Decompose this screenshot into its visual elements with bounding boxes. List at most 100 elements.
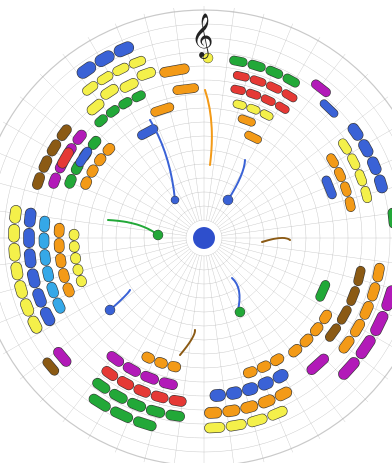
ribbon-stem xyxy=(204,89,213,166)
ribbon-pill xyxy=(353,265,366,287)
ribbon-pill xyxy=(337,138,352,155)
ribbon-pill xyxy=(122,362,141,377)
ribbon-dot xyxy=(234,306,246,318)
ribbon-pill xyxy=(225,419,247,432)
grid-spoke xyxy=(62,53,194,224)
ribbon-pill xyxy=(48,172,61,189)
ribbon-pill xyxy=(86,164,99,178)
ribbon-pill xyxy=(128,55,147,69)
ribbon-shapes xyxy=(8,41,392,434)
grid-spoke xyxy=(212,253,321,440)
ribbon-pill xyxy=(93,153,107,167)
ribbon-pill xyxy=(347,153,361,170)
ribbon-pill xyxy=(259,109,274,121)
ribbon-pill xyxy=(338,357,360,380)
ribbon-pill xyxy=(92,377,111,394)
ribbon-pill xyxy=(257,394,276,409)
grid-spoke xyxy=(220,159,392,232)
ribbon-pill xyxy=(274,386,293,402)
ribbon-pill xyxy=(14,280,28,299)
ribbon-pill xyxy=(105,105,120,118)
ribbon-pill xyxy=(56,124,72,141)
ribbon-pill xyxy=(46,281,59,299)
ribbon-dot xyxy=(170,195,180,205)
ribbon-pill xyxy=(82,81,99,96)
ribbon-pill xyxy=(23,228,35,248)
grid-spoke xyxy=(62,252,194,423)
grid-spoke xyxy=(87,36,196,223)
grid-spoke xyxy=(219,246,392,347)
grid-spoke xyxy=(212,36,321,223)
ribbon-pill xyxy=(39,307,56,327)
treble-clef-icon: 𝄞 xyxy=(191,13,213,59)
ribbon-pill xyxy=(355,335,376,360)
ribbon-pill xyxy=(338,335,355,354)
ribbon-stem xyxy=(227,159,246,201)
ribbon-pill xyxy=(158,377,178,391)
ribbon-pill xyxy=(8,242,21,262)
ribbon-pill xyxy=(387,207,392,229)
ribbon-pill xyxy=(100,84,119,100)
ribbon-pill xyxy=(267,405,288,421)
grid-spoke xyxy=(221,187,392,234)
ribbon-pill xyxy=(52,297,66,314)
ribbon-pill xyxy=(272,368,289,384)
grid-spoke xyxy=(173,7,202,221)
ribbon-pill xyxy=(306,353,329,375)
ribbon-pill xyxy=(242,382,259,396)
ribbon-pill xyxy=(282,73,300,88)
ribbon-pill xyxy=(232,99,247,110)
ribbon-pill xyxy=(256,360,272,373)
ribbon-pill xyxy=(27,315,43,334)
ribbon-pill xyxy=(165,409,186,422)
ribbon-pill xyxy=(150,102,175,117)
grid-spoke xyxy=(221,212,392,236)
grid-spoke xyxy=(19,248,190,380)
ribbon-pill xyxy=(245,88,262,100)
ribbon-pill xyxy=(172,83,199,95)
grid-spoke xyxy=(0,244,188,323)
ribbon-pill xyxy=(116,376,135,391)
ribbon-pill xyxy=(372,262,385,283)
ribbon-pill xyxy=(32,172,46,190)
ribbon-pill xyxy=(274,101,290,114)
ribbon-pill xyxy=(53,222,65,238)
ribbon-pill xyxy=(38,155,53,173)
grid-spoke xyxy=(39,250,192,403)
grid-spoke xyxy=(206,255,234,463)
ribbon-pill xyxy=(39,215,51,233)
ribbon-pill xyxy=(209,388,226,402)
grid-spoke xyxy=(208,255,265,463)
ribbon-pill xyxy=(168,394,187,407)
ribbon-pill xyxy=(246,413,268,428)
ribbon-pill xyxy=(23,248,37,269)
ribbon-pill xyxy=(109,388,128,404)
ribbon-pill xyxy=(132,416,157,432)
ribbon-pill xyxy=(154,356,168,369)
ribbon-pill xyxy=(39,249,51,266)
ribbon-pill xyxy=(119,78,139,93)
ribbon-pill xyxy=(381,285,392,312)
grid-spoke xyxy=(0,153,188,232)
ribbon-pill xyxy=(204,422,226,434)
ribbon-pill xyxy=(94,114,108,128)
ribbon-pill xyxy=(64,174,77,189)
ribbon-pill xyxy=(374,174,388,194)
ribbon-pill xyxy=(333,167,346,183)
ribbon-pill xyxy=(321,175,337,200)
ribbon-pill xyxy=(9,205,22,224)
ribbon-pill xyxy=(370,311,389,336)
grid-spoke xyxy=(216,73,369,226)
ribbon-pill xyxy=(133,384,151,398)
ribbon-pill xyxy=(260,94,276,107)
ribbon-pill xyxy=(53,238,65,254)
ribbon-dot xyxy=(202,52,214,64)
grid-spoke xyxy=(174,255,202,463)
ribbon-dot xyxy=(104,304,116,316)
grid-spoke xyxy=(210,254,294,453)
ribbon-pill xyxy=(68,240,80,253)
ribbon-pill xyxy=(347,123,364,141)
ribbon-pill xyxy=(38,232,50,250)
ribbon-pill xyxy=(75,275,87,288)
ribbon-pill xyxy=(315,280,331,302)
